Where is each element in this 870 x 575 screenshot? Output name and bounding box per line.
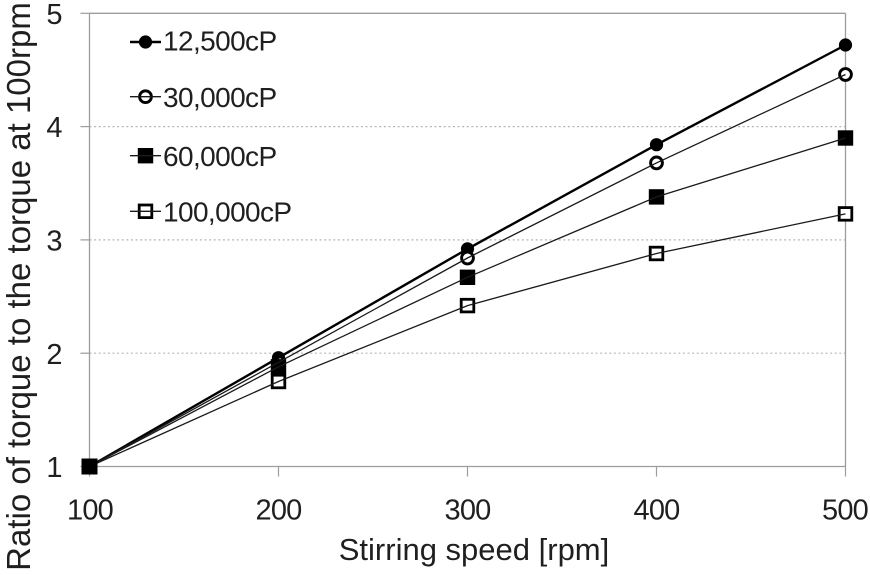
svg-text:30,000cP: 30,000cP bbox=[163, 82, 277, 113]
svg-text:60,000cP: 60,000cP bbox=[163, 141, 277, 172]
svg-text:5: 5 bbox=[46, 0, 62, 31]
svg-text:100: 100 bbox=[67, 495, 113, 527]
svg-text:100,000cP: 100,000cP bbox=[163, 197, 292, 228]
svg-text:3: 3 bbox=[46, 226, 62, 258]
svg-text:Stirring speed [rpm]: Stirring speed [rpm] bbox=[339, 532, 610, 567]
svg-text:4: 4 bbox=[46, 112, 62, 144]
svg-text:500: 500 bbox=[822, 495, 868, 527]
svg-text:Ratio of torque to the torque: Ratio of torque to the torque at 100rpm bbox=[0, 2, 37, 570]
svg-text:300: 300 bbox=[445, 495, 491, 527]
svg-text:2: 2 bbox=[46, 339, 62, 371]
svg-text:1: 1 bbox=[46, 452, 62, 484]
svg-text:400: 400 bbox=[634, 495, 680, 527]
svg-text:200: 200 bbox=[256, 495, 302, 527]
svg-text:12,500cP: 12,500cP bbox=[163, 26, 277, 57]
